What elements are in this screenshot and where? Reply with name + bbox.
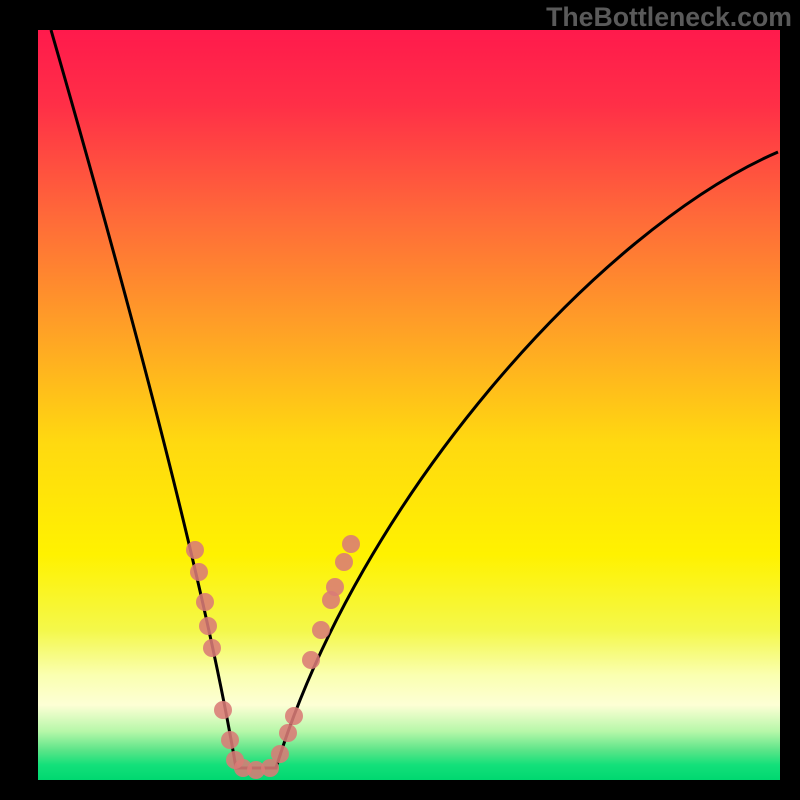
data-point-right [335, 553, 353, 571]
data-point-left [214, 701, 232, 719]
data-point-left [221, 731, 239, 749]
data-point-right [312, 621, 330, 639]
data-point-right [279, 724, 297, 742]
data-point-right [342, 535, 360, 553]
data-point-left [196, 593, 214, 611]
plot-area [38, 30, 780, 780]
plot-svg [38, 30, 780, 780]
gradient-background [38, 30, 780, 780]
data-point-left [203, 639, 221, 657]
data-point-right [285, 707, 303, 725]
chart-container: TheBottleneck.com [0, 0, 800, 800]
data-point-right [326, 578, 344, 596]
watermark-text: TheBottleneck.com [546, 2, 792, 33]
data-point-left [190, 563, 208, 581]
data-point-right [302, 651, 320, 669]
data-point-left [186, 541, 204, 559]
data-point-right [271, 745, 289, 763]
data-point-left [199, 617, 217, 635]
